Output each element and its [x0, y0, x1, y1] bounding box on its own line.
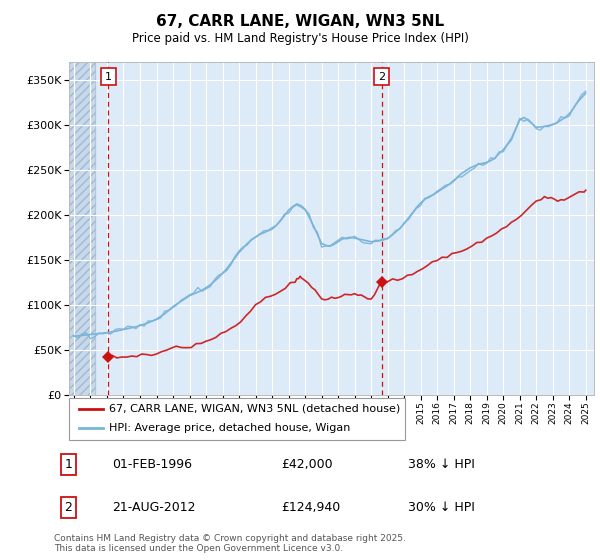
Text: 2: 2	[65, 501, 73, 514]
Bar	[69, 62, 95, 395]
Text: 30% ↓ HPI: 30% ↓ HPI	[408, 501, 475, 514]
Text: 01-FEB-1996: 01-FEB-1996	[112, 458, 192, 471]
Text: 67, CARR LANE, WIGAN, WN3 5NL: 67, CARR LANE, WIGAN, WN3 5NL	[156, 14, 444, 29]
Text: 38% ↓ HPI: 38% ↓ HPI	[408, 458, 475, 471]
FancyBboxPatch shape	[69, 398, 405, 440]
Text: 2: 2	[378, 72, 385, 82]
Text: £124,940: £124,940	[281, 501, 340, 514]
Text: Price paid vs. HM Land Registry's House Price Index (HPI): Price paid vs. HM Land Registry's House …	[131, 32, 469, 45]
Text: HPI: Average price, detached house, Wigan: HPI: Average price, detached house, Wiga…	[109, 423, 350, 433]
Text: 21-AUG-2012: 21-AUG-2012	[112, 501, 196, 514]
Text: 67, CARR LANE, WIGAN, WN3 5NL (detached house): 67, CARR LANE, WIGAN, WN3 5NL (detached …	[109, 404, 401, 414]
Text: £42,000: £42,000	[281, 458, 332, 471]
Bar	[69, 62, 95, 395]
Text: 1: 1	[65, 458, 73, 471]
Text: 1: 1	[105, 72, 112, 82]
Text: Contains HM Land Registry data © Crown copyright and database right 2025.
This d: Contains HM Land Registry data © Crown c…	[54, 534, 406, 553]
